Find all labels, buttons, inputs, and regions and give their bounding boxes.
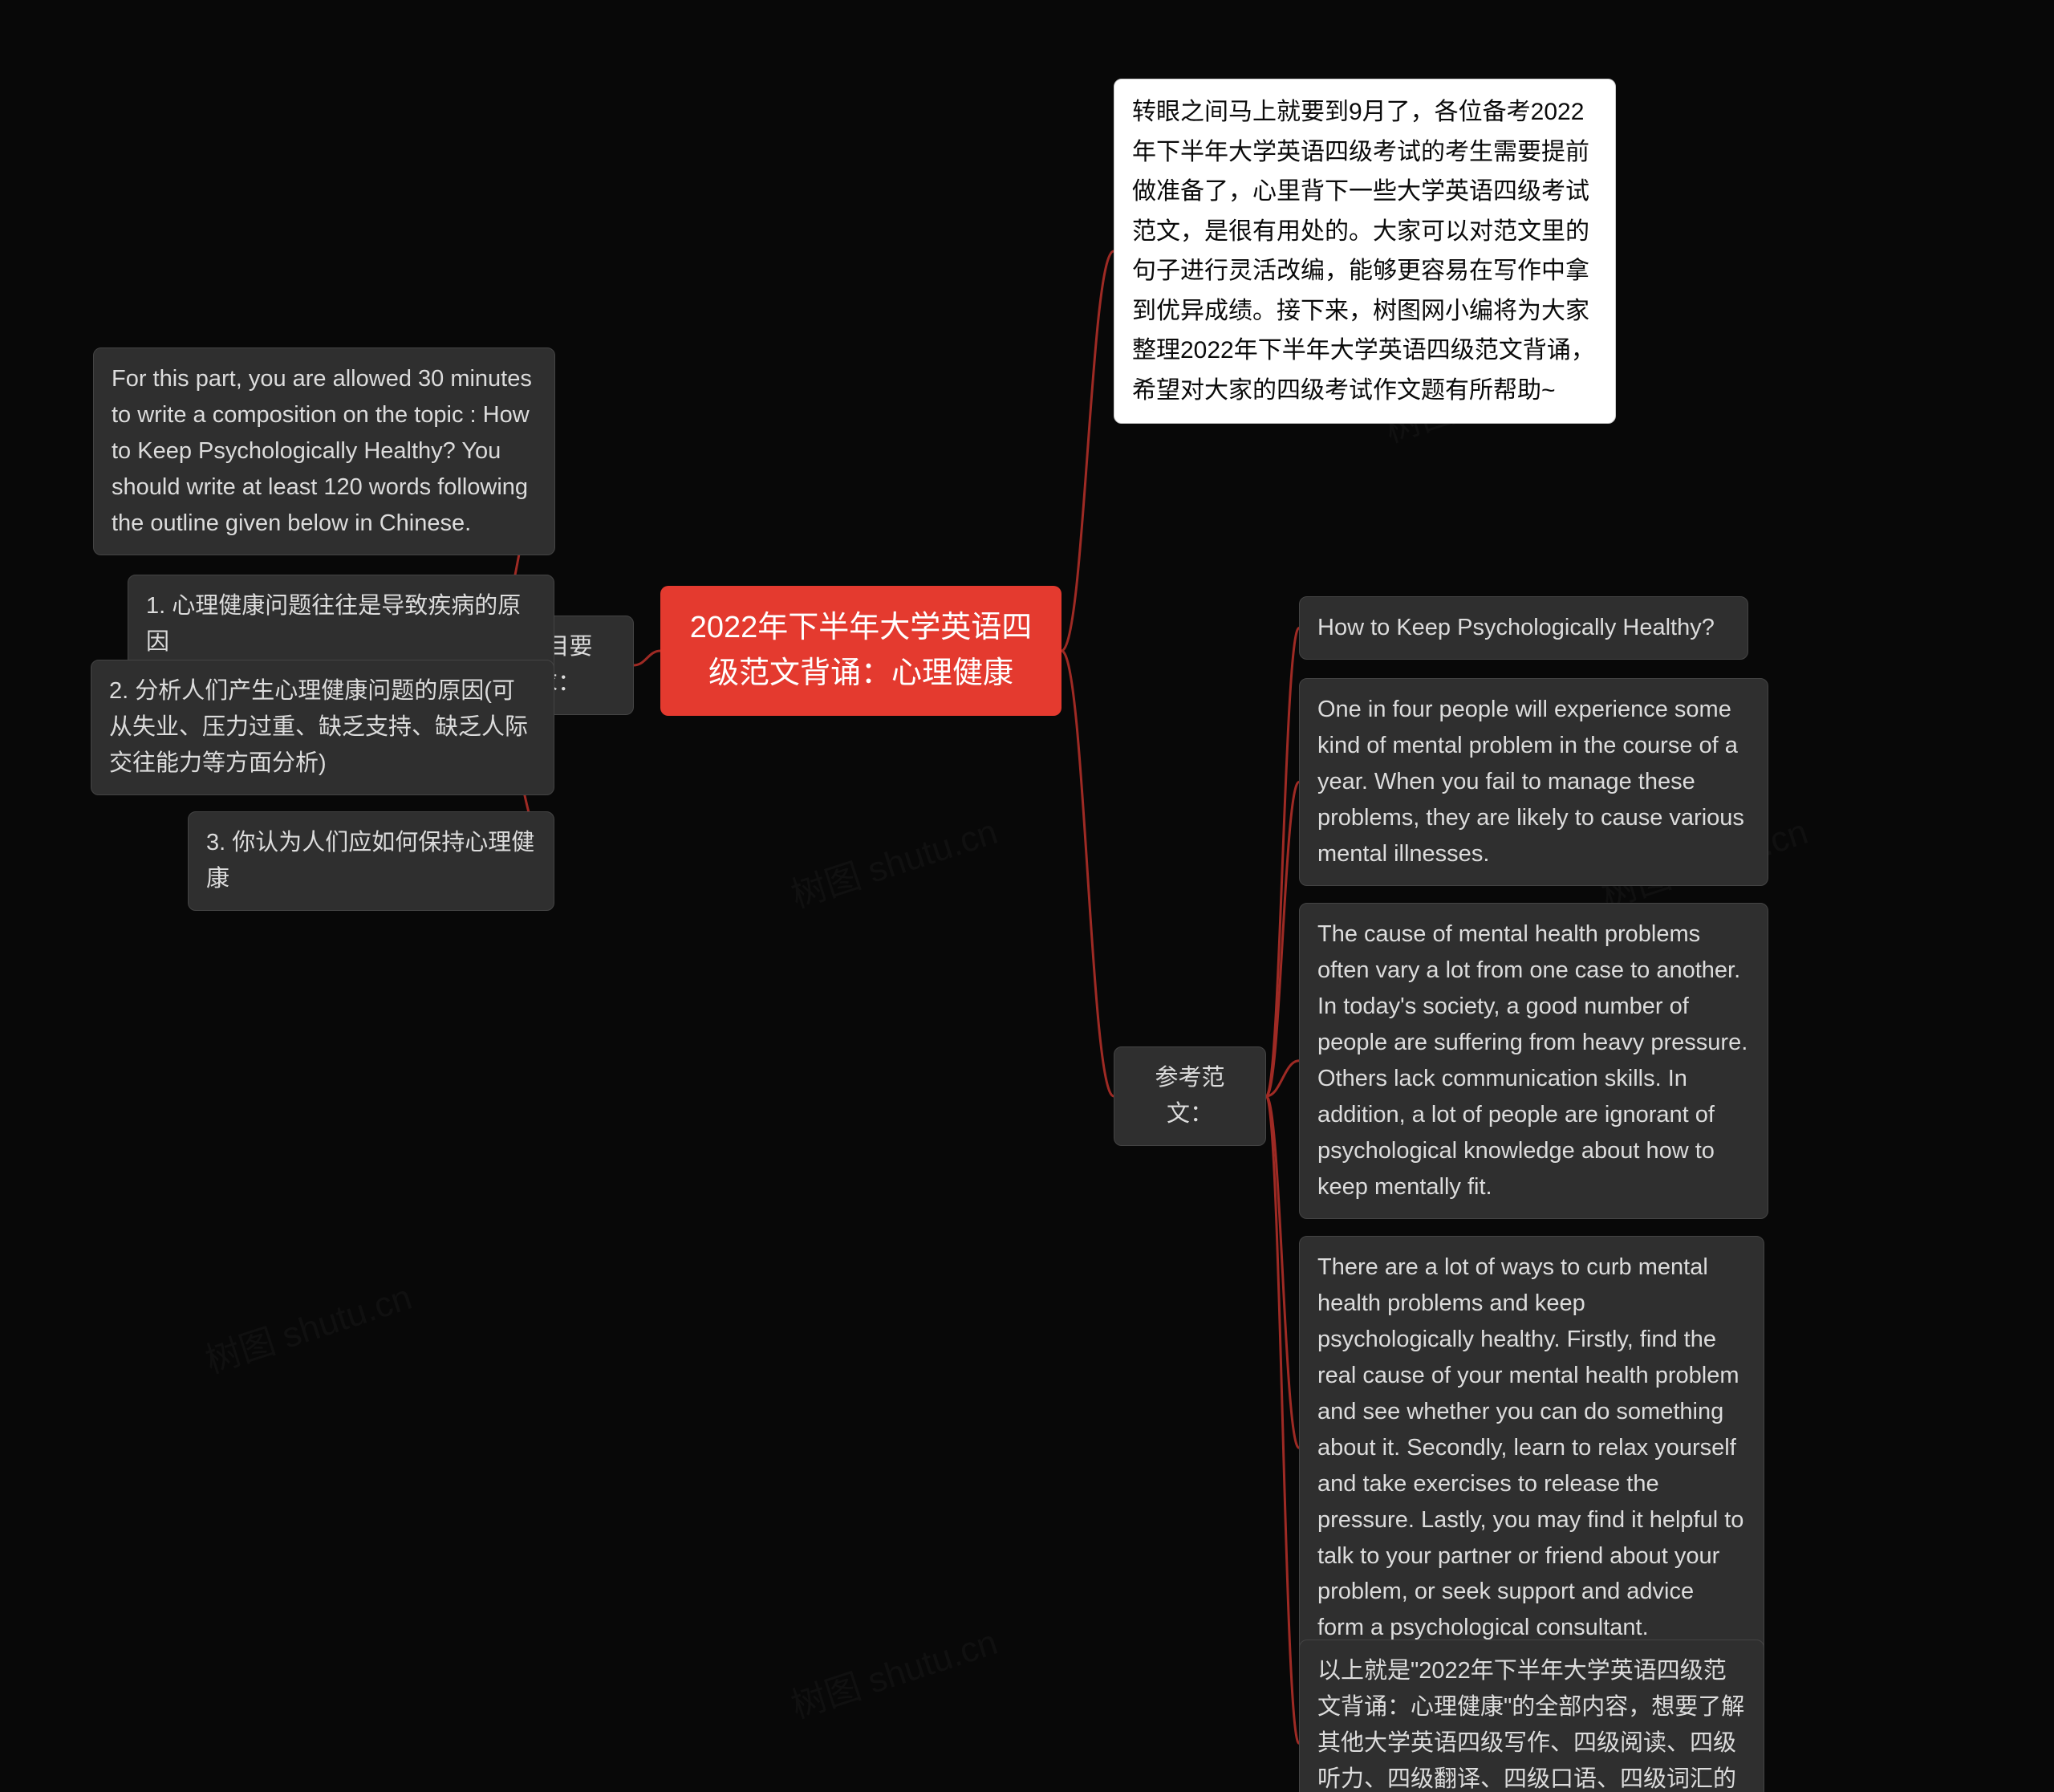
edge (1266, 628, 1299, 1095)
left-node-0[interactable]: For this part, you are allowed 30 minute… (93, 347, 555, 555)
right-node-2[interactable]: The cause of mental health problems ofte… (1299, 903, 1768, 1219)
right-node-1[interactable]: One in four people will experience some … (1299, 678, 1768, 886)
right-hub[interactable]: 参考范文： (1114, 1046, 1266, 1146)
edge (1266, 1061, 1299, 1096)
left-node-2[interactable]: 2. 分析人们产生心理健康问题的原因(可从失业、压力过重、缺乏支持、缺乏人际交往… (91, 660, 554, 795)
right-node-4[interactable]: 以上就是"2022年下半年大学英语四级范文背诵：心理健康"的全部内容，想要了解其… (1299, 1640, 1764, 1792)
right-node-3[interactable]: There are a lot of ways to curb mental h… (1299, 1236, 1764, 1660)
edge (1266, 782, 1299, 1096)
right-node-0[interactable]: How to Keep Psychologically Healthy? (1299, 596, 1748, 660)
watermark: 树图 shutu.cn (784, 803, 1003, 917)
mindmap-canvas: 树图 shutu.cn 树图 shutu.cn 树图 shutu.cn 树图 s… (0, 0, 2054, 1792)
edge (1062, 251, 1114, 651)
watermark: 树图 shutu.cn (784, 1613, 1003, 1728)
edge (1062, 651, 1114, 1096)
edge (1266, 1096, 1299, 1448)
edge (1266, 1096, 1299, 1743)
root-node[interactable]: 2022年下半年大学英语四级范文背诵：心理健康 (660, 586, 1062, 716)
watermark: 树图 shutu.cn (198, 1268, 417, 1383)
edge (634, 651, 660, 665)
intro-node[interactable]: 转眼之间马上就要到9月了，各位备考2022年下半年大学英语四级考试的考生需要提前… (1114, 79, 1616, 424)
left-node-3[interactable]: 3. 你认为人们应如何保持心理健康 (188, 811, 554, 911)
